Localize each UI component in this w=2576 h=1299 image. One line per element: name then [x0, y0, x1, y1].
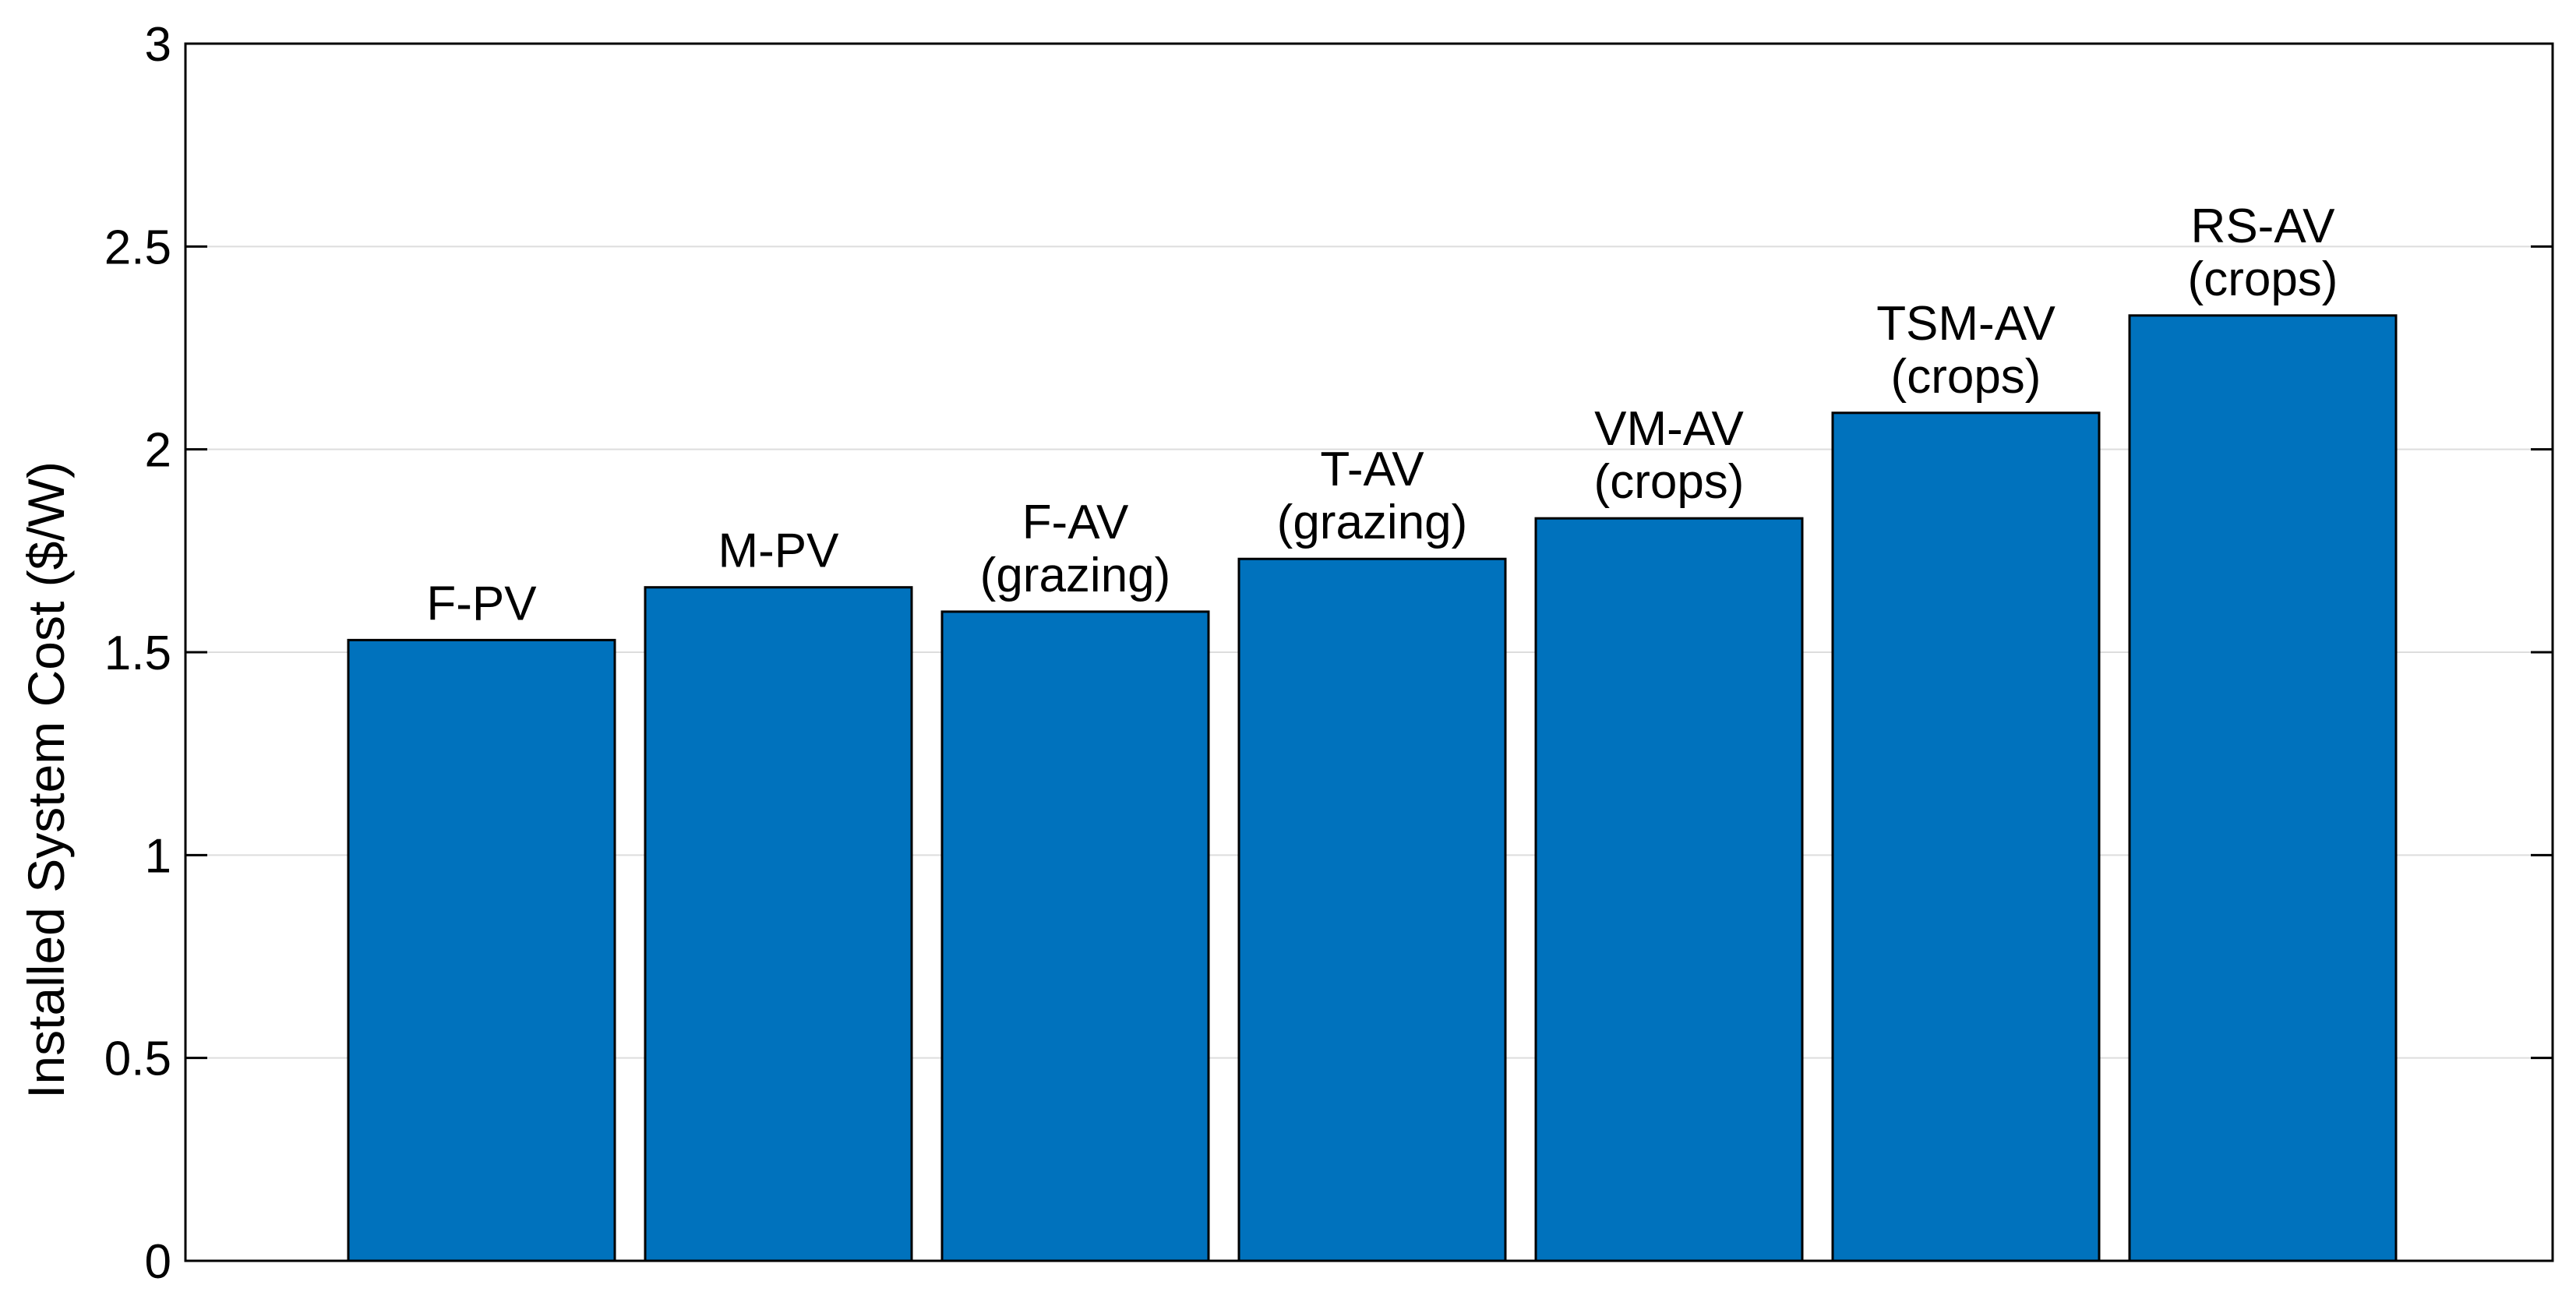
bar-label: (grazing): [1277, 496, 1468, 549]
y-tick-label: 1: [145, 829, 171, 883]
bar-label: (crops): [1594, 455, 1745, 509]
y-tick-label: 0: [145, 1235, 171, 1289]
bar-label: M-PV: [718, 524, 840, 578]
bar-f-pv: [347, 638, 616, 1262]
y-axis-ticks: 0 0.5 1 1.5 2 2.5 3: [104, 18, 2553, 1289]
bar-tsm-av-crops: [1831, 411, 2101, 1262]
bar-label: (crops): [2188, 252, 2338, 306]
bar-label: (crops): [1891, 350, 2041, 404]
bar-labels: F-PVM-PVF-AV(grazing)T-AV(grazing)VM-AV(…: [426, 199, 2338, 631]
bar-label: F-PV: [426, 577, 537, 630]
bar-m-pv: [644, 586, 913, 1262]
y-tick-label: 1.5: [104, 627, 171, 680]
bar-vm-av-crops: [1534, 517, 1804, 1262]
y-tick-label: 2.5: [104, 221, 171, 274]
bar-f-av-grazing: [940, 610, 1210, 1262]
bar-label: RS-AV: [2191, 199, 2336, 253]
bar-label: F-AV: [1022, 496, 1129, 549]
bar-label: TSM-AV: [1876, 297, 2056, 351]
y-axis-label: Installed System Cost ($/W): [17, 461, 75, 1099]
bars: [347, 314, 2398, 1262]
y-tick-label: 0.5: [104, 1032, 171, 1086]
bar-label: VM-AV: [1594, 402, 1744, 456]
bar-label: (grazing): [980, 549, 1171, 602]
bar-t-av-grazing: [1237, 557, 1507, 1262]
y-tick-label: 2: [145, 424, 171, 478]
bar-label: T-AV: [1320, 443, 1424, 496]
y-tick-label: 3: [145, 18, 171, 72]
bar-rs-av-crops: [2128, 314, 2398, 1262]
